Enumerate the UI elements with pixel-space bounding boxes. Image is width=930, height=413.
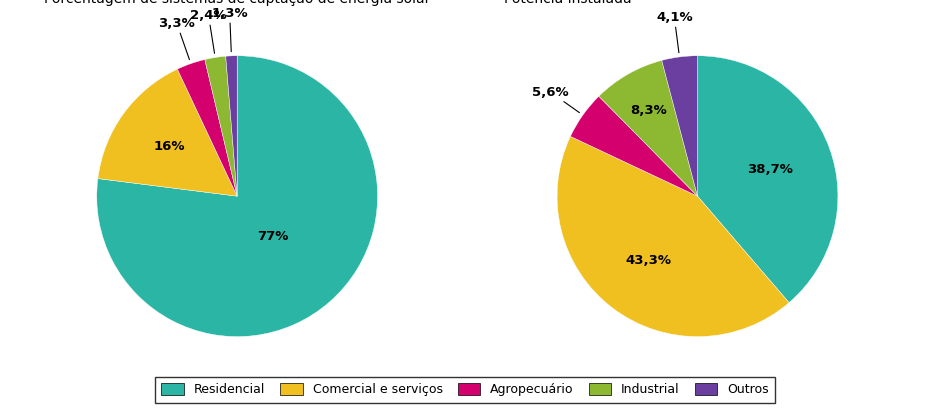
Text: 38,7%: 38,7% — [747, 163, 793, 176]
Text: 16%: 16% — [153, 140, 185, 153]
Text: Porcentagem de sistemas de captação de energia solar: Porcentagem de sistemas de captação de e… — [44, 0, 431, 5]
Text: 77%: 77% — [257, 230, 288, 243]
Wedge shape — [599, 60, 698, 196]
Text: 1,3%: 1,3% — [211, 7, 248, 52]
Wedge shape — [662, 56, 698, 196]
Text: 5,6%: 5,6% — [533, 86, 579, 113]
Wedge shape — [570, 96, 698, 196]
Wedge shape — [178, 59, 237, 196]
Wedge shape — [557, 136, 789, 337]
Text: 43,3%: 43,3% — [625, 254, 671, 268]
Wedge shape — [205, 56, 237, 196]
Text: 3,3%: 3,3% — [158, 17, 195, 59]
Wedge shape — [98, 69, 237, 196]
Text: 8,3%: 8,3% — [631, 104, 667, 117]
Wedge shape — [97, 56, 378, 337]
Text: 2,4%: 2,4% — [191, 9, 227, 53]
Wedge shape — [698, 56, 838, 303]
Wedge shape — [226, 56, 237, 196]
Text: 4,1%: 4,1% — [656, 12, 693, 53]
Legend: Residencial, Comercial e serviços, Agropecuário, Industrial, Outros: Residencial, Comercial e serviços, Agrop… — [155, 377, 775, 403]
Text: Potência Instalada: Potência Instalada — [504, 0, 632, 5]
